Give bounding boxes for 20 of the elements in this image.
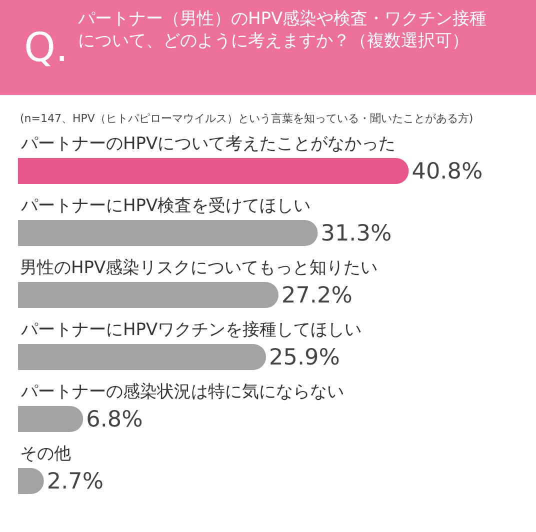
bar	[18, 282, 278, 308]
data-label: 6.8%	[86, 406, 143, 432]
data-label: 31.3%	[320, 220, 392, 246]
bar	[18, 158, 409, 184]
data-label: 25.9%	[269, 344, 340, 370]
chart-title: パートナー（男性）のHPV感染や検査・ワクチン接種について、どのように考えますか？（複数選択可）	[77, 8, 487, 52]
bar	[18, 220, 318, 246]
text: Q.	[24, 25, 68, 71]
bar	[18, 344, 266, 370]
data-label: 27.2%	[282, 282, 352, 308]
y-tick-label: パートナーのHPVについて考えたことがなかった	[20, 134, 396, 154]
y-tick-label: 男性のHPV感染リスクについてもっと知りたい	[20, 258, 378, 278]
chart-subtitle: (n=147、HPV（ヒトパピローマウイルス）という言葉を知っている・聞いたことがある方)	[20, 112, 474, 125]
y-tick-label: パートナーにHPVワクチンを接種してほしい	[20, 320, 362, 340]
y-tick-label: パートナーの感染状況は特に気にならない	[20, 382, 344, 402]
y-tick-label: その他	[20, 444, 71, 464]
y-tick-label: パートナーにHPV検査を受けてほしい	[20, 196, 311, 216]
data-label: 40.8%	[412, 158, 483, 184]
bar	[18, 406, 84, 432]
data-label: 2.7%	[46, 468, 104, 494]
